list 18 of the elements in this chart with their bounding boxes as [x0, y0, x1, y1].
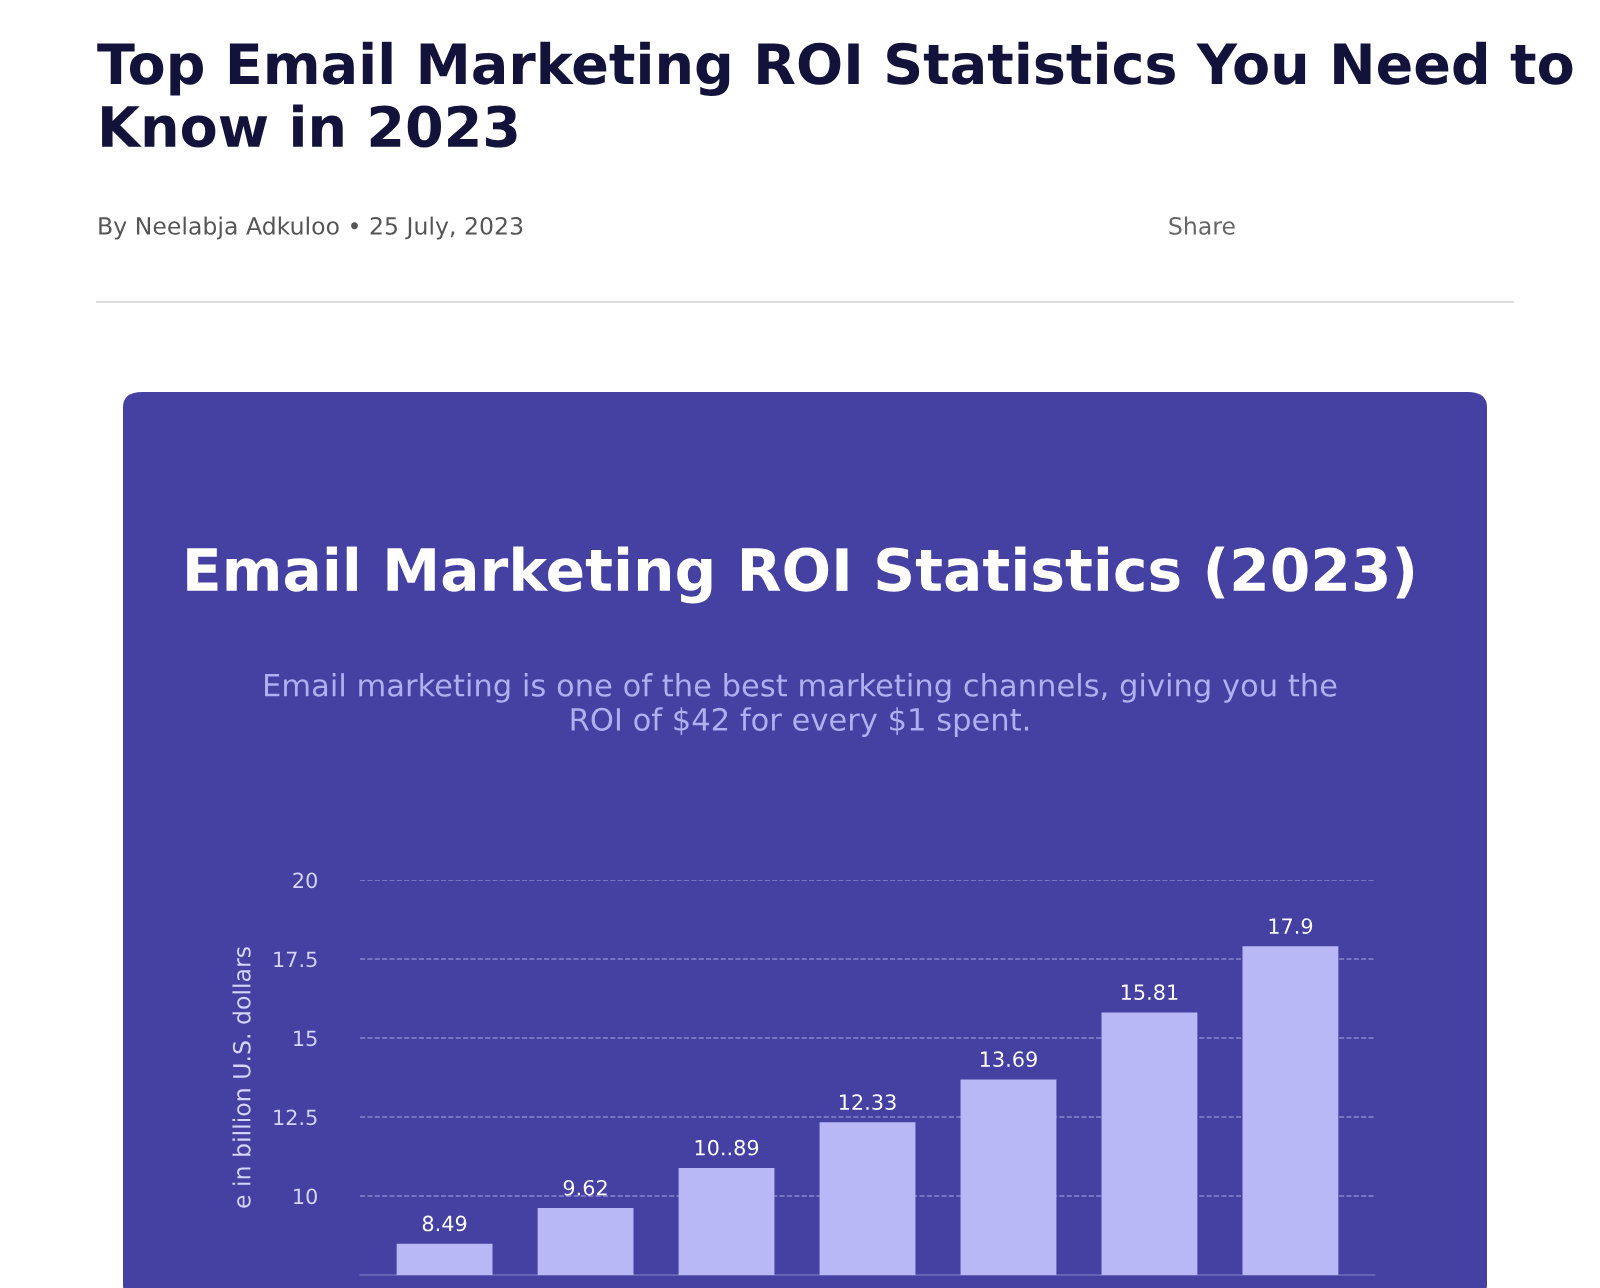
data-label: 8.49 — [422, 1215, 467, 1232]
data-label: 15.81 — [1121, 984, 1178, 1001]
data-label: 13.69 — [980, 1051, 1037, 1068]
y-tick-label: 12.5 — [274, 1109, 317, 1126]
data-label: 12.33 — [839, 1094, 896, 1110]
data-label: 9.62 — [563, 1179, 607, 1196]
y-axis-title: e in billion U.S. dollars — [232, 947, 251, 1208]
chart-subtitle: Email marketing is one of the best marketing channels, giving you the ROI of $42 for every $1 spent. — [265, 673, 1337, 737]
data-label: 17.9 — [1269, 918, 1313, 934]
y-tick-label: 15 — [294, 1030, 317, 1047]
text: Share — [1169, 216, 1235, 235]
data-label: 10..89 — [695, 1139, 759, 1156]
y-tick-label: 20 — [293, 872, 317, 889]
chart-title: Email Marketing ROI Statistics (2023) — [187, 546, 1414, 604]
text: By Neelabja Adkuloo • 25 July, 2023 — [99, 216, 523, 240]
y-tick-label: 10 — [294, 1188, 317, 1205]
text: Top Email Marketing ROI Statistics You Need to Know in 2023 — [97, 41, 1573, 148]
y-tick-label: 17.5 — [274, 951, 317, 968]
